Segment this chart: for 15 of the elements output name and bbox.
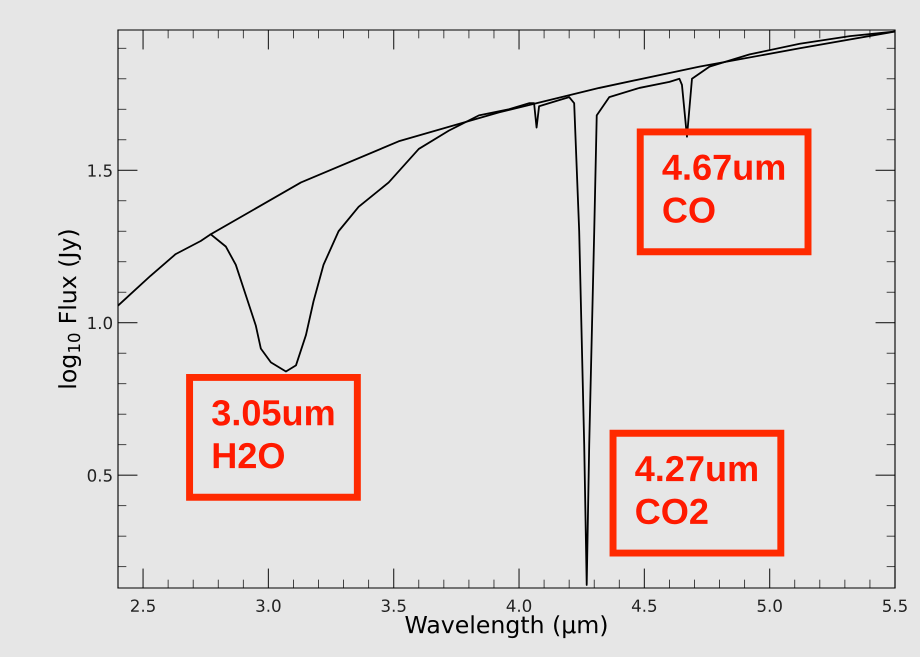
x-tick-label: 5.0 [758, 599, 782, 612]
annotation: 4.67um CO [662, 154, 784, 223]
x-tick-label: 5.5 [883, 600, 907, 612]
y-tick-label: 1.5 [88, 164, 112, 177]
y-axis-title: log$_{10}$ Flux (Jy) [58, 230, 82, 388]
annotation: 4.27um CO2 [635, 456, 757, 524]
x-tick-label: 4.5 [632, 600, 656, 612]
x-tick-label: 3.0 [256, 599, 281, 612]
x-axis-title: Wavelength (μm) [405, 615, 606, 638]
annotation: 3.05um H2O [212, 400, 334, 468]
x-tick-label: 4.0 [506, 599, 532, 612]
y-tick-label: 0.5 [88, 469, 112, 482]
y-tick-label: 1.0 [88, 316, 112, 330]
x-tick-label: 2.5 [131, 599, 155, 612]
x-tick-label: 3.5 [382, 599, 406, 612]
